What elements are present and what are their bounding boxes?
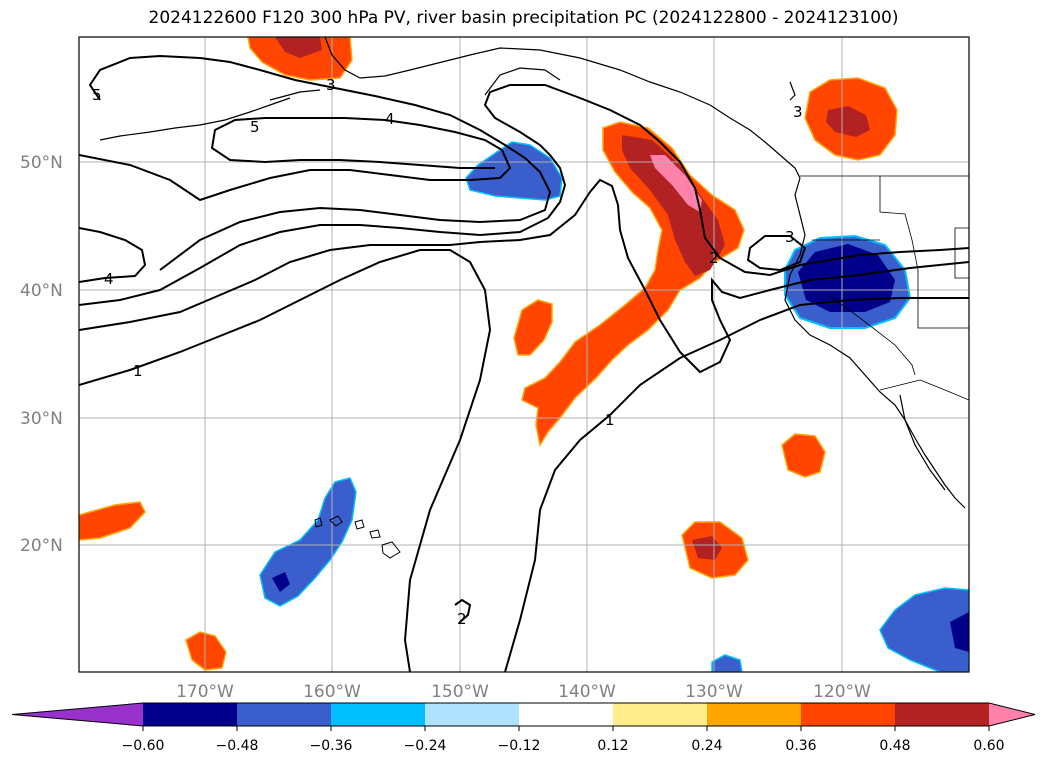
pv-contour-3 <box>79 84 969 306</box>
pv-contour-2 <box>79 178 969 374</box>
islands <box>314 515 401 559</box>
colorbar-swatch <box>895 703 990 726</box>
contour-label: 3 <box>793 103 803 121</box>
coastlines <box>99 37 966 509</box>
colorbar-tick-label: 0.48 <box>879 738 910 754</box>
colorbar-swatch <box>801 703 896 726</box>
lat-label: 50°N <box>20 153 63 173</box>
pv-contours <box>79 54 969 672</box>
precip-blob-west-edge <box>79 501 146 541</box>
political-borders <box>800 175 969 401</box>
colorbar-tick-label: 0.36 <box>785 738 816 754</box>
contour-label: 5 <box>92 86 102 104</box>
colorbar-extend-max <box>989 703 1035 726</box>
colorbar-extend-min <box>12 703 143 726</box>
colorbar: −0.60 −0.48 −0.36 −0.24 −0.12 0.12 0.24 0.36 0.4… <box>11 702 1036 754</box>
lon-label: 150°W <box>431 682 489 702</box>
colorbar-swatch <box>613 703 708 726</box>
pv-contour-5 <box>79 117 512 202</box>
colorbar-swatch <box>707 703 802 726</box>
contour-label: 1 <box>133 362 143 380</box>
colorbar-tick-label: −0.24 <box>404 738 447 754</box>
plot-border <box>78 36 970 673</box>
colorbar-tick-label: −0.48 <box>216 738 259 754</box>
colorbar-tick-label: −0.60 <box>122 738 165 754</box>
colorbar-swatch <box>425 703 520 726</box>
latitude-labels: 50°N 40°N 30°N 20°N <box>20 153 63 556</box>
precip-blob-small-red <box>513 299 553 356</box>
colorbar-swatch <box>519 703 614 726</box>
colorbar-swatch <box>237 703 332 726</box>
contour-label: 1 <box>605 411 615 429</box>
colorbar-tick-label: 0.24 <box>691 738 722 754</box>
precip-blob-southeast-negative <box>879 587 969 672</box>
lon-label: 170°W <box>176 682 234 702</box>
graticule <box>79 37 969 672</box>
colorbar-tick-label: −0.36 <box>310 738 353 754</box>
contour-label: 4 <box>385 110 395 128</box>
precip-blob-alaska-top <box>247 37 353 81</box>
contour-label: 4 <box>104 270 114 288</box>
contour-label: 3 <box>785 228 795 246</box>
contour-label: 2 <box>457 610 467 628</box>
contour-label: 3 <box>326 76 336 94</box>
lat-label: 30°N <box>20 409 63 429</box>
colorbar-swatch <box>143 703 238 726</box>
precip-blob-south-red <box>185 631 227 671</box>
colorbar-tick-label: 0.12 <box>597 738 628 754</box>
colorbar-swatch <box>331 703 426 726</box>
colorbar-tick-label: 0.60 <box>973 738 1004 754</box>
lon-label: 130°W <box>685 682 743 702</box>
pv-contour-1 <box>79 249 492 672</box>
contour-label: 5 <box>250 118 260 136</box>
lat-label: 20°N <box>20 536 63 556</box>
pv-contour-4 <box>79 227 147 283</box>
precip-blob-bottom-negative <box>711 654 743 672</box>
lon-label: 140°W <box>558 682 616 702</box>
colorbar-tick-label: −0.12 <box>498 738 541 754</box>
map-title: 2024122600 F120 300 hPa PV, river basin … <box>148 8 899 28</box>
contour-label-group: 5 5 4 4 3 3 3 2 2 1 1 <box>92 76 803 628</box>
precip-shading <box>79 37 969 672</box>
longitude-labels: 170°W 160°W 150°W 140°W 130°W 120°W <box>176 682 871 702</box>
lon-label: 120°W <box>813 682 871 702</box>
precip-blob-baja-red <box>781 433 826 478</box>
lon-label: 160°W <box>303 682 361 702</box>
lat-label: 40°N <box>20 281 63 301</box>
contour-label: 2 <box>709 249 719 267</box>
